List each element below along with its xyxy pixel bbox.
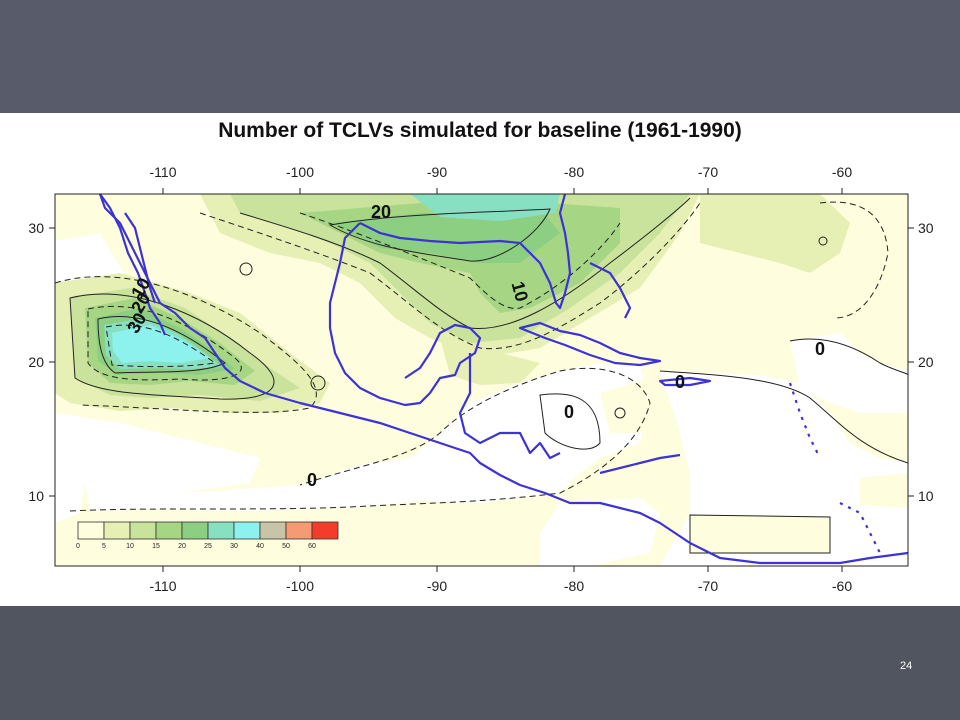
legend-swatch: [311, 521, 339, 540]
lon-tick-label: -100: [286, 164, 314, 180]
coastline: [589, 262, 632, 319]
lon-tick-label: -110: [150, 164, 177, 180]
color-legend: 0 5 10 15 20 25 30 40 50 60: [76, 521, 339, 550]
lat-tick-label: 30: [918, 220, 934, 236]
coastline: [658, 376, 712, 387]
legend-swatch: [155, 521, 183, 540]
contour-line: [69, 367, 651, 512]
zero-region: [540, 498, 660, 566]
contour-label: 0: [307, 470, 317, 490]
contour-20: [330, 208, 560, 263]
contour-label: 0: [564, 402, 574, 422]
lon-tick-label: -110: [150, 578, 177, 594]
contour-line: [659, 370, 908, 464]
legend-swatch: [233, 521, 261, 540]
coastline: [98, 194, 908, 565]
lon-tick-label: -90: [427, 578, 447, 594]
contour-fields: [55, 194, 908, 566]
map-figure: -110 -100 -90 -80 -70 -60 -110 -100 -90 …: [0, 113, 960, 606]
legend-label: 20: [178, 543, 186, 550]
lat-tick-label: 10: [28, 488, 44, 504]
legend-label: 40: [256, 543, 264, 550]
contour-line: [310, 375, 326, 391]
contour-line: [819, 201, 889, 319]
contour-line: [239, 262, 253, 276]
lon-tick-label: -60: [832, 164, 852, 180]
coastline: [124, 212, 157, 304]
lon-tick-label: -80: [564, 164, 584, 180]
page-number: 24: [900, 660, 913, 672]
zero-region: [540, 393, 600, 453]
legend-label: 15: [152, 543, 160, 550]
coastline: [839, 502, 881, 554]
zero-region: [790, 333, 908, 413]
contour-line: [299, 212, 621, 309]
lat-tick-label: 20: [28, 354, 44, 370]
lat-tick-label: 10: [918, 488, 934, 504]
contour-label: 20: [371, 202, 391, 222]
contour-line: [199, 202, 701, 350]
legend-swatch: [129, 521, 157, 540]
contour-label: 0: [675, 372, 685, 392]
legend-swatch: [207, 521, 235, 540]
legend-label: 5: [102, 543, 106, 550]
low-region: [600, 375, 665, 433]
lon-tick-label: -60: [832, 578, 852, 594]
coastline: [359, 194, 572, 310]
map-title: Number of TCLVs simulated for baseline (…: [218, 119, 742, 142]
coastline: [99, 194, 167, 336]
low-region: [690, 515, 830, 553]
coastline: [599, 453, 681, 475]
lon-tick-label: -80: [564, 578, 584, 594]
lon-tick-label: -90: [427, 164, 447, 180]
legend-swatch: [103, 521, 131, 540]
contour-line: [689, 514, 831, 554]
contour-5: [440, 338, 540, 385]
legend-label: 0: [76, 543, 80, 550]
low-region: [860, 473, 908, 508]
legend-swatch: [259, 521, 287, 540]
legend-label: 25: [204, 543, 212, 550]
map-frame: [54, 193, 909, 567]
contour-line: [97, 316, 226, 374]
contour-line: [614, 407, 626, 419]
legend-label: 60: [308, 543, 316, 550]
contour-25: [410, 194, 560, 221]
coastline: [328, 222, 482, 407]
map-canvas: -110 -100 -90 -80 -70 -60 -110 -100 -90 …: [28, 164, 934, 594]
zero-region: [55, 413, 260, 523]
coastline: [518, 321, 662, 367]
contour-line: [105, 324, 217, 368]
lat-tick-label: 30: [28, 220, 44, 236]
contour-line: [818, 236, 828, 246]
coastline: [788, 382, 821, 459]
lon-tick-label: -70: [698, 578, 718, 594]
slide-background-band: [0, 606, 960, 720]
legend-label: 10: [126, 543, 134, 550]
zero-region: [85, 363, 650, 511]
legend-label: 30: [230, 543, 238, 550]
contour-5: [700, 194, 850, 273]
contour-line: [539, 393, 601, 450]
contour-label: 0: [815, 339, 825, 359]
contour-line: [789, 338, 908, 376]
lon-tick-label: -100: [286, 578, 314, 594]
legend-swatch: [181, 521, 209, 540]
lat-tick-label: 20: [918, 354, 934, 370]
legend-label: 50: [282, 543, 290, 550]
coastline: [458, 353, 561, 460]
contour-line: [328, 208, 551, 262]
contour-30: [112, 325, 210, 363]
axis-ticks: [49, 188, 914, 572]
lon-tick-label: -70: [698, 164, 718, 180]
legend-swatch: [77, 521, 105, 540]
legend-swatch: [285, 521, 313, 540]
